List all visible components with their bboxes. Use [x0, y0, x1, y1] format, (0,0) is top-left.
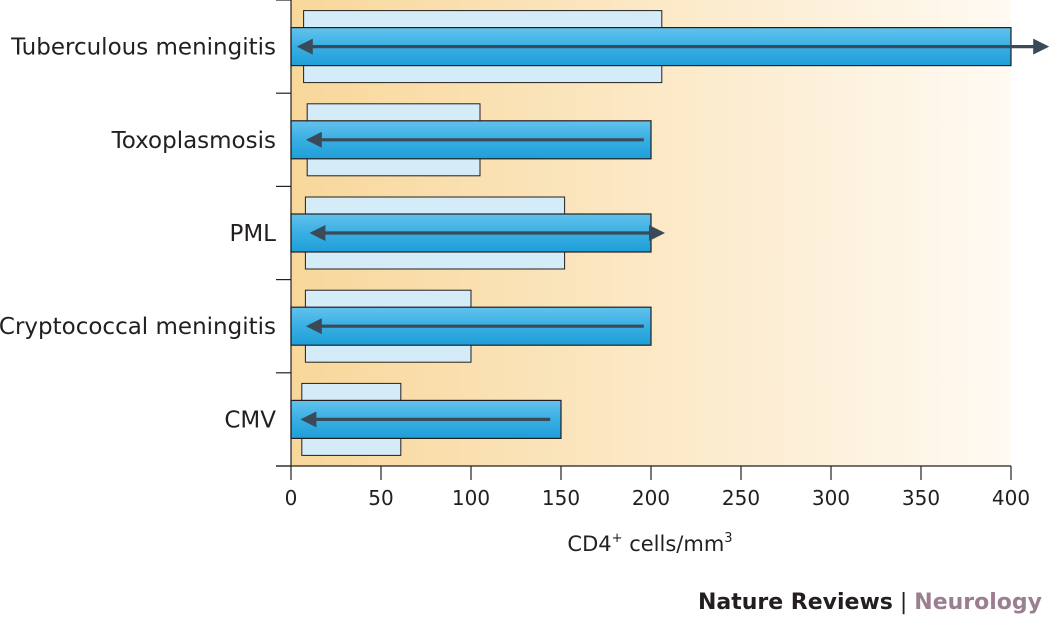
labels-layer: Tuberculous meningitis Toxoplasmosis PML Cr…: [0, 35, 1030, 510]
x-tick-label: 250: [722, 486, 760, 510]
category-label-cryptococcal-meningitis: Cryptococcal meningitis: [0, 314, 276, 340]
x-axis-title-sup2: 3: [724, 531, 732, 546]
x-axis-title: CD4+ cells/mm3: [567, 531, 732, 556]
x-tick-label: 100: [452, 486, 490, 510]
journal-credit: Nature Reviews | Neurology: [698, 590, 1042, 615]
x-tick-label: 400: [992, 486, 1030, 510]
x-tick-label: 350: [902, 486, 940, 510]
x-tick-label: 150: [542, 486, 580, 510]
credit-separator: |: [892, 590, 915, 615]
credit-publisher: Nature Reviews: [697, 590, 893, 615]
credit-journal: Neurology: [914, 590, 1042, 615]
x-tick-label: 0: [285, 486, 298, 510]
category-label-pml: PML: [229, 221, 276, 247]
x-tick-label: 300: [812, 486, 850, 510]
x-tick-label: 50: [368, 486, 393, 510]
x-axis-title-sup1: +: [612, 531, 623, 546]
x-axis-title-mid: cells/mm: [623, 532, 725, 556]
x-tick-label: 200: [632, 486, 670, 510]
category-label-tuberculous-meningitis: Tuberculous meningitis: [10, 35, 276, 61]
bars-layer: [290, 10, 1050, 456]
axes-layer: [276, 0, 1012, 480]
x-axis-title-main: CD4: [567, 532, 611, 556]
category-label-cmv: CMV: [224, 407, 276, 433]
category-label-toxoplasmosis: Toxoplasmosis: [111, 128, 276, 154]
